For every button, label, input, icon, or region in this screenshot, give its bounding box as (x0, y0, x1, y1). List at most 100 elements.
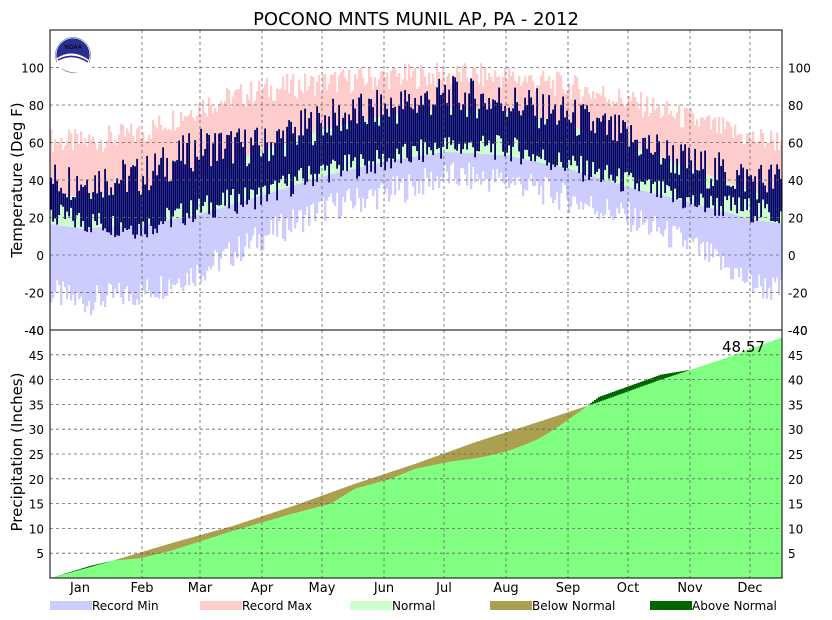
observed-temperature-bar (606, 134, 608, 166)
above-normal-bar (654, 376, 657, 382)
precip-base-bar (756, 346, 759, 578)
precip-base-bar (248, 526, 251, 578)
observed-temperature-bar (268, 161, 270, 195)
month-label: Apr (251, 581, 274, 596)
record-max-bar (266, 77, 269, 149)
precip-base-bar (510, 449, 513, 578)
below-normal-bar (350, 485, 353, 492)
record-max-bar (184, 115, 187, 180)
precip-base-bar (60, 575, 63, 578)
below-normal-bar (552, 417, 555, 431)
observed-temperature-bar (64, 193, 66, 219)
record-min-bar (620, 184, 623, 203)
record-max-bar (660, 117, 663, 158)
observed-temperature-bar (348, 114, 350, 155)
below-normal-bar (286, 508, 289, 516)
record-min-bar (66, 226, 69, 300)
below-normal-bar (348, 485, 351, 493)
below-normal-bar (506, 432, 509, 452)
record-min-bar (64, 226, 67, 288)
observed-temperature-bar (74, 197, 76, 228)
record-min-bar (612, 182, 615, 221)
precip-base-bar (548, 432, 551, 578)
record-min-bar (268, 193, 271, 235)
precip-base-bar (460, 460, 463, 578)
record-max-bar (674, 118, 677, 163)
precip-base-bar (96, 565, 99, 578)
precip-base-bar (690, 369, 693, 578)
record-min-bar (540, 162, 543, 186)
record-min-bar (400, 158, 403, 183)
record-min-bar (372, 164, 375, 196)
precip-base-bar (462, 459, 465, 578)
record-min-bar (436, 153, 439, 177)
precip-base-bar (392, 477, 395, 578)
observed-temperature-bar (714, 157, 716, 216)
record-min-bar (684, 201, 687, 240)
observed-temperature-bar (310, 112, 312, 175)
record-min-bar (380, 162, 383, 184)
precip-base-bar (386, 479, 389, 578)
precip-base-bar (104, 562, 107, 578)
above-normal-bar (658, 375, 661, 381)
precip-base-bar (186, 545, 189, 578)
precip-base-bar (630, 390, 633, 578)
observed-temperature-bar (240, 142, 242, 205)
above-normal-bar (100, 563, 103, 564)
precip-base-bar (760, 345, 763, 578)
precip-base-bar (154, 554, 157, 578)
record-max-bar (396, 76, 399, 115)
record-max-bar (568, 83, 571, 126)
observed-temperature-bar (116, 178, 118, 236)
record-min-bar (394, 159, 397, 196)
observed-temperature-bar (352, 99, 354, 161)
below-normal-bar (436, 456, 439, 465)
precip-base-bar (700, 366, 703, 578)
record-min-bar (584, 173, 587, 204)
observed-temperature-bar (722, 159, 724, 216)
precip-base-bar (188, 544, 191, 578)
temperature-tick-label: 20 (29, 212, 44, 226)
observed-temperature-bar (112, 194, 114, 216)
record-max-bar (702, 117, 705, 174)
record-max-bar (126, 128, 129, 193)
observed-temperature-bar (324, 115, 326, 171)
observed-temperature-bar (696, 170, 698, 208)
record-max-bar (406, 80, 409, 114)
record-min-bar (530, 160, 533, 174)
record-min-bar (174, 218, 177, 286)
precip-base-bar (520, 446, 523, 578)
observed-temperature-bar (486, 109, 488, 146)
observed-temperature-bar (200, 128, 202, 213)
precip-base-bar (286, 515, 289, 578)
record-min-bar (472, 153, 475, 167)
precip-base-bar (244, 527, 247, 578)
record-min-bar (626, 186, 629, 223)
observed-temperature-bar (488, 98, 490, 141)
precipitation-tick-label: 15 (29, 498, 44, 512)
record-min-bar (444, 152, 447, 166)
below-normal-bar (178, 541, 181, 549)
below-normal-bar (148, 549, 151, 557)
below-normal-bar (492, 436, 495, 455)
record-min-bar (324, 176, 327, 221)
observed-temperature-bar (206, 133, 208, 196)
record-max-bar (354, 74, 357, 123)
observed-temperature-bar (510, 111, 512, 162)
observed-temperature-bar (538, 128, 540, 157)
observed-temperature-bar (526, 105, 528, 150)
below-normal-bar (208, 532, 211, 539)
precip-base-bar (716, 361, 719, 578)
record-max-bar (122, 125, 125, 194)
precip-base-bar (686, 371, 689, 578)
observed-temperature-bar (778, 169, 780, 224)
record-max-bar (234, 90, 237, 162)
record-max-bar (226, 87, 229, 165)
record-max-bar (228, 90, 231, 164)
observed-temperature-bar (582, 104, 584, 182)
temperature-tick-label-right: -40 (788, 324, 808, 338)
observed-temperature-bar (332, 98, 334, 160)
record-min-bar (686, 201, 689, 250)
record-min-bar (302, 182, 305, 233)
precip-base-bar (694, 368, 697, 578)
